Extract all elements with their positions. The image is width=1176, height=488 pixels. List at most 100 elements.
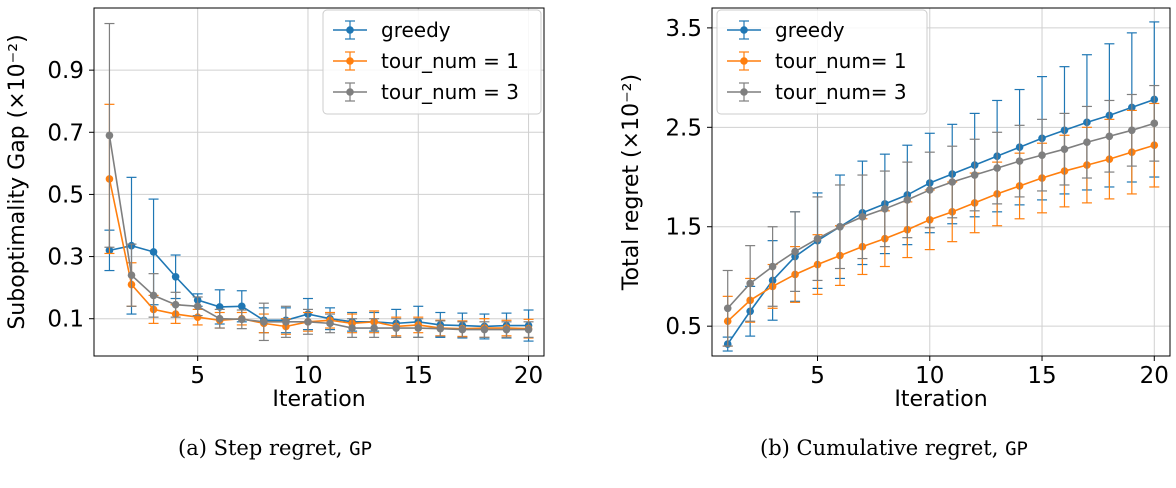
data-point bbox=[836, 222, 844, 231]
data-point bbox=[370, 324, 378, 332]
chart-panel-step-regret: 5 10 15 20 0.1 0.3 0.5 0.7 0.9 Iteration Suboptima… bbox=[5, 7, 545, 412]
data-point bbox=[1038, 151, 1046, 159]
legend-box bbox=[716, 9, 928, 115]
x-tick-label-5: 5 bbox=[190, 363, 205, 389]
legend-marker bbox=[346, 88, 354, 96]
legend-label: greedy bbox=[775, 18, 845, 42]
data-point bbox=[948, 178, 957, 186]
x-axis-label: Iteration bbox=[272, 387, 365, 412]
data-point bbox=[925, 186, 934, 194]
y-axis-label: Suboptimality Gap (×10⁻²) bbox=[5, 34, 30, 329]
series-tour-num-3 bbox=[104, 22, 534, 342]
x-tick-label-15: 15 bbox=[1027, 363, 1056, 389]
data-point bbox=[127, 271, 136, 280]
legend-marker bbox=[740, 88, 748, 96]
legend-marker bbox=[346, 26, 354, 34]
data-point bbox=[237, 315, 246, 324]
legend-item-greedy: greedy bbox=[727, 18, 845, 42]
caption-b-text: (b) Cumulative regret, bbox=[760, 436, 999, 460]
x-tick-label-20: 20 bbox=[514, 363, 543, 389]
plot-frame bbox=[711, 7, 1171, 357]
y-axis-label: Total regret (×10⁻²) bbox=[619, 74, 644, 291]
caption-a-text: (a) Step regret, bbox=[178, 436, 343, 460]
series-line bbox=[108, 135, 529, 331]
data-point bbox=[502, 325, 511, 334]
legend-item-tour-num-1: tour_num = 1 bbox=[333, 49, 519, 73]
y-tick-label-2-5: 2.5 bbox=[665, 115, 702, 141]
data-point bbox=[171, 272, 180, 281]
data-point bbox=[723, 304, 732, 313]
x-tick-label-5: 5 bbox=[810, 363, 825, 389]
legend: greedy tour_num = 1 tour_num = 3 bbox=[322, 9, 542, 115]
legend-box bbox=[322, 9, 542, 115]
series-line bbox=[727, 144, 1155, 322]
plot-frame bbox=[93, 7, 545, 357]
data-point bbox=[392, 324, 401, 332]
y-tick-label-0-1: 0.1 bbox=[47, 307, 84, 333]
data-point bbox=[524, 325, 533, 334]
series-tour-num-3 bbox=[722, 84, 1160, 347]
data-point bbox=[348, 324, 356, 332]
data-point bbox=[881, 205, 889, 213]
series-line bbox=[727, 122, 1155, 309]
y-tick-label-0-5: 0.5 bbox=[665, 314, 702, 340]
y-tick-label-3-5: 3.5 bbox=[665, 16, 702, 42]
legend: greedy tour_num= 1 tour_num= 3 bbox=[716, 9, 928, 115]
x-tick-label-20: 20 bbox=[1140, 363, 1169, 389]
legend-label: tour_num = 1 bbox=[381, 49, 519, 73]
data-point bbox=[149, 248, 158, 256]
data-point bbox=[237, 302, 246, 311]
caption-b-code: GP bbox=[1005, 438, 1028, 460]
y-tick-label-0-9: 0.9 bbox=[47, 58, 84, 84]
legend-label: greedy bbox=[381, 18, 451, 42]
y-tick-label-0-3: 0.3 bbox=[47, 245, 84, 271]
series-greedy bbox=[104, 176, 534, 342]
data-point bbox=[1105, 132, 1114, 141]
data-point bbox=[171, 300, 180, 309]
data-point bbox=[1015, 157, 1024, 165]
legend-label: tour_num = 3 bbox=[381, 80, 519, 104]
caption-a-code: GP bbox=[349, 438, 373, 460]
data-point bbox=[768, 262, 777, 271]
data-point bbox=[304, 318, 312, 326]
caption-b: (b) Cumulative regret, GP bbox=[760, 436, 1028, 460]
legend-marker bbox=[740, 26, 748, 34]
legend-item-tour-num-3: tour_num= 3 bbox=[727, 80, 907, 104]
data-point bbox=[993, 164, 1001, 172]
data-point bbox=[105, 131, 114, 140]
legend-item-tour-num-3: tour_num = 3 bbox=[333, 80, 519, 104]
data-point bbox=[260, 318, 268, 326]
data-point bbox=[746, 279, 754, 288]
data-point bbox=[436, 324, 445, 333]
data-point bbox=[215, 314, 224, 323]
legend-marker bbox=[346, 57, 354, 65]
series-line bbox=[727, 98, 1155, 345]
y-tick-label-0-7: 0.7 bbox=[47, 120, 84, 146]
legend-item-greedy: greedy bbox=[333, 18, 451, 42]
series-tour-num-1 bbox=[104, 103, 534, 339]
legend-label: tour_num= 1 bbox=[775, 49, 907, 73]
y-tick-label-1-5: 1.5 bbox=[665, 215, 702, 241]
data-point bbox=[858, 213, 867, 221]
data-point bbox=[149, 291, 158, 300]
data-point bbox=[970, 171, 979, 179]
data-point bbox=[903, 196, 912, 204]
data-point bbox=[813, 234, 822, 243]
legend-label: tour_num= 3 bbox=[775, 80, 907, 104]
data-point bbox=[414, 324, 423, 332]
x-tick-label-15: 15 bbox=[404, 363, 433, 389]
x-tick-label-10: 10 bbox=[915, 363, 944, 389]
x-axis-label: Iteration bbox=[894, 387, 987, 412]
data-point bbox=[1150, 119, 1159, 128]
data-point bbox=[326, 319, 334, 328]
data-point bbox=[193, 302, 202, 311]
legend-item-tour-num-1: tour_num= 1 bbox=[727, 49, 907, 73]
chart-panel-cumulative-regret: 5 10 15 20 0.5 1.5 2.5 3.5 Iteration Total regret… bbox=[619, 7, 1171, 412]
y-tick-label-0-5: 0.5 bbox=[47, 182, 84, 208]
data-point bbox=[1083, 138, 1091, 147]
data-point bbox=[458, 325, 467, 334]
data-point bbox=[1060, 145, 1069, 153]
x-tick-label-10: 10 bbox=[293, 363, 322, 389]
legend-marker bbox=[740, 57, 748, 65]
